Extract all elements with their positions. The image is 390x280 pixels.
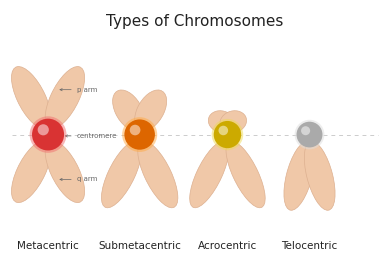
Text: Submetacentric: Submetacentric	[98, 241, 181, 251]
Ellipse shape	[304, 141, 335, 210]
Text: centromere: centromere	[65, 133, 117, 139]
Ellipse shape	[214, 121, 241, 148]
Ellipse shape	[30, 116, 66, 153]
Ellipse shape	[284, 141, 315, 210]
Ellipse shape	[138, 141, 178, 208]
Ellipse shape	[11, 67, 51, 129]
Ellipse shape	[38, 124, 49, 135]
Ellipse shape	[130, 125, 140, 135]
Ellipse shape	[11, 141, 51, 202]
Ellipse shape	[208, 111, 235, 133]
Text: Types of Chromosomes: Types of Chromosomes	[106, 14, 284, 29]
Ellipse shape	[294, 120, 324, 149]
Ellipse shape	[296, 122, 323, 148]
Ellipse shape	[218, 126, 228, 135]
Ellipse shape	[226, 141, 265, 208]
Ellipse shape	[220, 111, 246, 133]
Ellipse shape	[190, 141, 229, 208]
Text: p arm: p arm	[60, 87, 97, 93]
Ellipse shape	[101, 141, 142, 208]
Text: q arm: q arm	[60, 176, 97, 183]
Ellipse shape	[301, 126, 310, 135]
Text: Acrocentric: Acrocentric	[198, 241, 257, 251]
Text: Telocentric: Telocentric	[281, 241, 338, 251]
Ellipse shape	[113, 90, 145, 131]
Ellipse shape	[45, 67, 85, 129]
Ellipse shape	[32, 119, 64, 150]
Ellipse shape	[124, 120, 155, 150]
Ellipse shape	[135, 90, 167, 131]
Ellipse shape	[212, 119, 243, 150]
Ellipse shape	[122, 117, 157, 152]
Ellipse shape	[45, 141, 85, 202]
Text: Metacentric: Metacentric	[17, 241, 79, 251]
